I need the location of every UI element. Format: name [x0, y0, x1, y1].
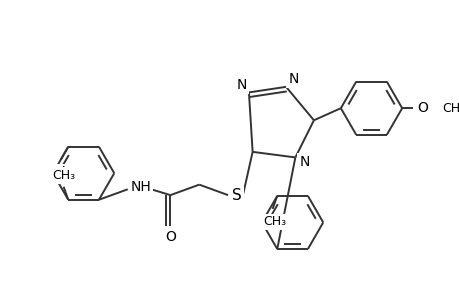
- Text: NH: NH: [130, 180, 151, 194]
- Text: S: S: [231, 188, 241, 202]
- Text: N: N: [299, 155, 309, 169]
- Text: CH₃: CH₃: [442, 102, 459, 115]
- Text: Cl: Cl: [52, 166, 66, 180]
- Text: CH₃: CH₃: [263, 215, 285, 228]
- Text: N: N: [288, 72, 298, 86]
- Text: N: N: [236, 78, 246, 92]
- Text: O: O: [165, 230, 175, 244]
- Text: O: O: [416, 101, 427, 115]
- Text: CH₃: CH₃: [52, 169, 75, 182]
